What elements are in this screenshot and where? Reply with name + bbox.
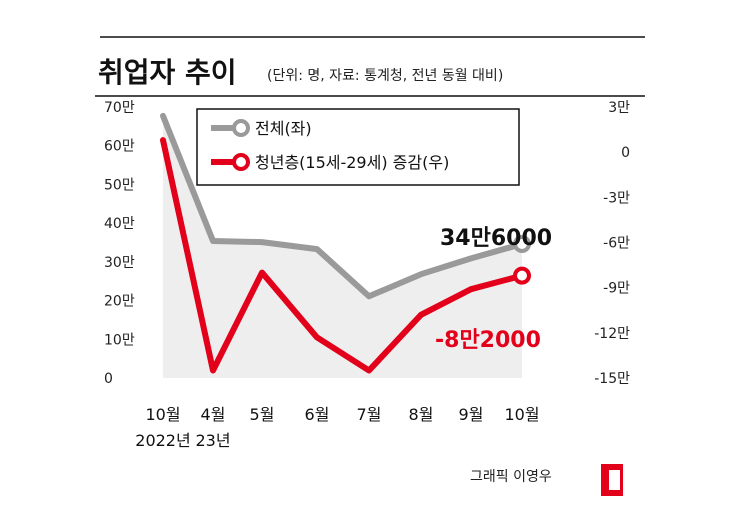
chart-subtitle: (단위: 명, 자료: 통계청, 전년 동월 대비): [267, 68, 503, 84]
left-tick-label: 30만: [104, 255, 135, 271]
chart-title: 취업자 추이: [98, 56, 237, 89]
x-tick-label: 4월: [201, 405, 226, 424]
legend: 전체(좌) 청년층(15세-29세) 증감(우): [196, 108, 520, 186]
x-tick-label: 8월: [409, 405, 434, 424]
x-tick-sublabel: 23년: [195, 431, 230, 450]
series-end-marker-1: [513, 266, 531, 285]
x-tick-label: 10월: [504, 405, 539, 424]
series-end-marker-0: [513, 235, 531, 253]
legend-youth-label: 청년층(15세-29세) 증감(우): [255, 153, 449, 172]
legend-total-marker: [232, 119, 250, 137]
legend-box: [196, 108, 520, 186]
left-axis: 0 10만 20만 30만 40만 50만 60만 70만: [104, 100, 135, 387]
series-line-0: [160, 112, 525, 300]
total-area: [163, 115, 522, 379]
right-tick-label: -12만: [594, 326, 630, 342]
x-tick-label: 7월: [357, 405, 382, 424]
x-tick-sublabel: 2022년: [135, 431, 190, 450]
series-lines: [160, 112, 531, 374]
graphic-credit: 그래픽 이영우: [470, 469, 552, 485]
right-tick-label: 3만: [608, 100, 630, 116]
x-tick-label: 6월: [305, 405, 330, 424]
right-axis: 3만 0 -3만 -6만 -9만 -12만 -15만: [594, 100, 630, 387]
youth-end-label: -8만2000: [435, 328, 541, 353]
left-tick-label: 40만: [104, 216, 135, 232]
left-tick-label: 10만: [104, 332, 135, 348]
left-tick-label: 0: [104, 371, 113, 387]
legend-youth-marker: [232, 153, 250, 171]
right-tick-label: -15만: [594, 371, 630, 387]
x-tick-label: 10월: [145, 405, 180, 424]
right-tick-label: -3만: [603, 190, 630, 206]
logo-mark-inner: [609, 470, 620, 490]
series-line-1: [160, 137, 525, 374]
left-tick-label: 20만: [104, 294, 135, 310]
right-tick-label: 0: [621, 145, 630, 161]
left-tick-label: 60만: [104, 139, 135, 155]
total-area-fill: [163, 115, 522, 379]
x-axis-labels: 10월 2022년 4월 23년 5월 6월 7월 8월 9월 10월: [135, 405, 539, 450]
x-tick-label: 9월: [459, 405, 484, 424]
total-end-label: 34만6000: [440, 226, 552, 251]
left-tick-label: 70만: [104, 100, 135, 116]
legend-total-label: 전체(좌): [255, 119, 312, 138]
publisher-logo: [601, 464, 623, 496]
x-tick-label: 5월: [250, 405, 275, 424]
left-tick-label: 50만: [104, 177, 135, 193]
right-tick-label: -9만: [603, 281, 630, 297]
right-tick-label: -6만: [603, 236, 630, 252]
